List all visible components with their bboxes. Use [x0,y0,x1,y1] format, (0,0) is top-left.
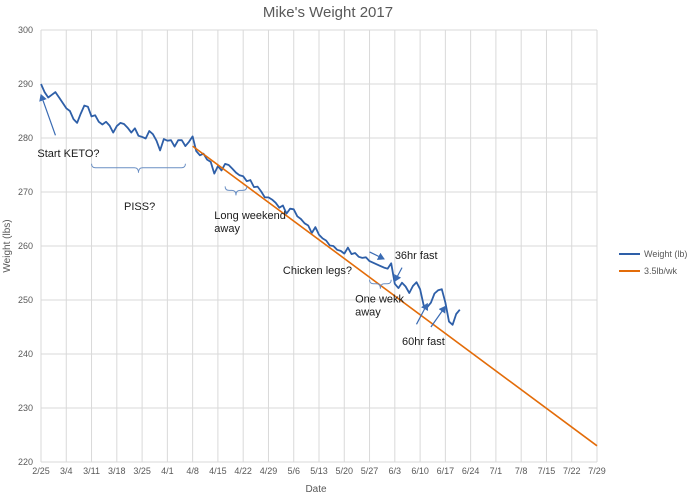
x-tick-label: 4/1 [161,466,174,476]
y-tick-label: 220 [18,457,33,467]
legend: Weight (lb) 3.5lb/wk [619,249,687,276]
annotation-brace [369,279,392,289]
x-tick-label: 7/22 [563,466,581,476]
x-tick-label: 6/17 [437,466,455,476]
annotation-arrow [415,302,429,325]
annotation-label: PISS? [124,201,155,213]
x-tick-label: 7/1 [490,466,503,476]
x-tick-label: 4/15 [209,466,227,476]
x-tick-label: 5/27 [361,466,379,476]
x-tick-label: 3/11 [83,466,100,476]
annotation-brace [224,186,248,196]
x-tick-label: 7/29 [588,466,606,476]
annotations: Start KETO?PISS?Long weekendawayChicken … [37,93,446,348]
y-tick-label: 230 [18,403,33,413]
chart-title: Mike's Weight 2017 [263,4,393,21]
y-tick-label: 270 [18,187,33,197]
y-tick-label: 290 [18,79,33,89]
y-tick-label: 260 [18,241,33,251]
x-axis-ticks: 2/25 3/4 3/11 3/18 3/25 4/1 4/8 4/15 4/22 4/29 5/6… [32,466,606,476]
x-axis-title: Date [305,484,327,495]
legend-label: Weight (lb) [644,249,687,259]
annotation-label: Start KETO? [37,148,99,160]
x-tick-label: 4/8 [186,466,199,476]
y-axis-ticks: 220 230 240 250 260 270 280 290 300 [18,25,33,467]
weight-series-line [40,83,461,326]
annotation-label: 36hr fast [395,250,438,262]
x-tick-label: 4/22 [234,466,252,476]
annotation-label: One wekk [355,294,404,306]
x-tick-label: 4/29 [260,466,278,476]
x-tick-label: 2/25 [32,466,50,476]
series-lines [40,83,598,447]
x-tick-label: 5/6 [287,466,300,476]
x-tick-label: 3/25 [133,466,151,476]
y-tick-label: 240 [18,349,33,359]
y-axis-title: Weight (lbs) [2,219,13,272]
annotation-label: away [214,223,240,235]
annotation-arrow [394,267,403,282]
annotation-brace [91,163,186,173]
annotation-arrow [39,93,57,136]
annotation-label: Long weekend [214,210,286,222]
annotation-label: 60hr fast [402,336,445,348]
annotation-arrow [430,305,446,328]
y-tick-label: 280 [18,133,33,143]
legend-label: 3.5lb/wk [644,266,678,276]
x-tick-label: 7/8 [515,466,528,476]
x-tick-label: 3/4 [60,466,73,476]
x-tick-label: 5/20 [336,466,354,476]
x-tick-label: 6/10 [411,466,429,476]
trend-series-line [192,145,598,447]
annotation-arrow [369,251,385,260]
x-tick-label: 6/24 [462,466,480,476]
x-tick-label: 5/13 [310,466,328,476]
annotation-label: Chicken legs? [283,265,352,277]
y-tick-label: 300 [18,25,33,35]
x-tick-label: 3/18 [108,466,126,476]
x-tick-label: 7/15 [538,466,556,476]
x-tick-label: 6/3 [389,466,402,476]
annotation-label: away [355,307,381,319]
y-tick-label: 250 [18,295,33,305]
